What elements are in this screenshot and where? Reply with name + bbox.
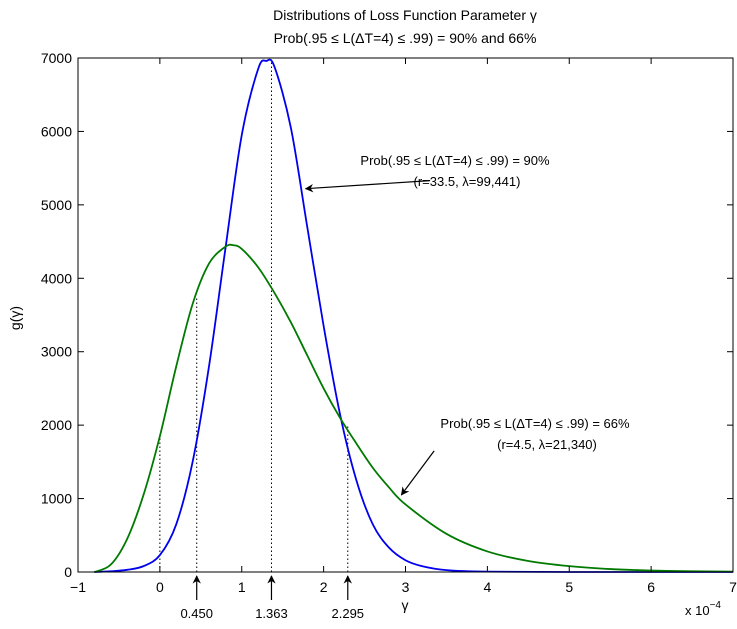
x-tick-label: 5 bbox=[565, 579, 573, 595]
annotation-line1: Prob(.95 ≤ L(ΔT=4) ≤ .99) = 66% bbox=[440, 416, 630, 431]
x-axis-multiplier-base: x 10 bbox=[685, 603, 710, 618]
y-tick-label: 5000 bbox=[41, 197, 72, 213]
y-axis-label: g(γ) bbox=[7, 306, 23, 330]
marker-label: 0.450 bbox=[180, 606, 213, 621]
series-group bbox=[94, 58, 734, 573]
y-tick-label: 1000 bbox=[41, 491, 72, 507]
y-tick-label: 0 bbox=[64, 564, 72, 580]
annotation-line1: Prob(.95 ≤ L(ΔT=4) ≤ .99) = 90% bbox=[360, 153, 550, 168]
x-tick-label: 1 bbox=[238, 579, 246, 595]
x-tick-label: 3 bbox=[402, 579, 410, 595]
x-tick-label: 0 bbox=[156, 579, 164, 595]
annotations: 0.450 1.363 2.295 Prob(.95 ≤ L(ΔT=4) ≤ .99)… bbox=[180, 153, 630, 621]
chart-subtitle: Prob(.95 ≤ L(ΔT=4) ≤ .99) = 90% and 66% bbox=[274, 30, 537, 46]
x-axis-label: γ bbox=[402, 597, 409, 613]
y-tick-label: 4000 bbox=[41, 270, 72, 286]
reference-lines bbox=[159, 61, 349, 572]
x-tick-label: 4 bbox=[483, 579, 491, 595]
marker-label: 2.295 bbox=[332, 606, 365, 621]
plot-frame bbox=[77, 57, 734, 573]
x-tick-label: −1 bbox=[70, 579, 86, 595]
annotation-arrow bbox=[304, 180, 431, 193]
x-tick-label: 7 bbox=[729, 579, 737, 595]
x-axis-multiplier: x 10−4 bbox=[685, 600, 721, 618]
annotation-line2: (r=4.5, λ=21,340) bbox=[497, 437, 597, 452]
y-tick-label: 2000 bbox=[41, 417, 72, 433]
annotation-arrow bbox=[400, 450, 435, 496]
y-tick-label: 7000 bbox=[41, 50, 72, 66]
marker-label: 1.363 bbox=[255, 606, 288, 621]
series-line-2 bbox=[94, 243, 734, 573]
y-tick-label: 6000 bbox=[41, 123, 72, 139]
y-tick-label: 3000 bbox=[41, 344, 72, 360]
chart-title: Distributions of Loss Function Parameter… bbox=[273, 7, 537, 23]
annotation-line2: (r=33.5, λ=99,441) bbox=[414, 174, 521, 189]
series-line-1 bbox=[94, 58, 734, 573]
x-tick-label: 2 bbox=[320, 579, 328, 595]
x-tick-label: 6 bbox=[647, 579, 655, 595]
x-axis-multiplier-exponent: −4 bbox=[710, 600, 722, 611]
